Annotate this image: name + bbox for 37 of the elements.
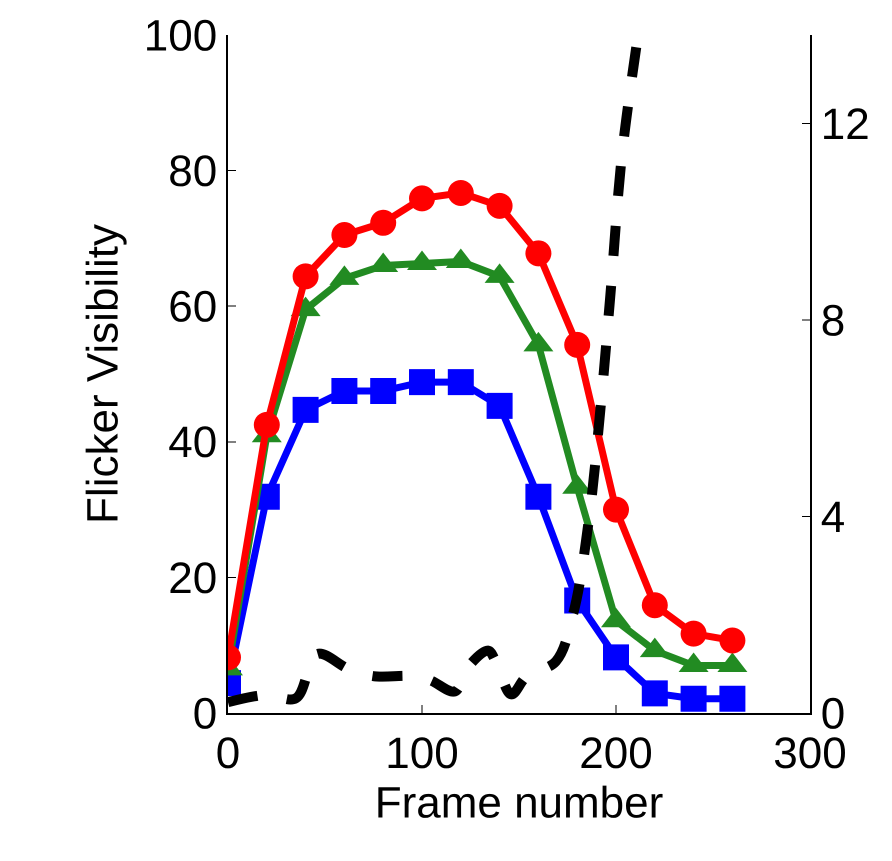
y-tick-label: 40 <box>168 418 218 468</box>
point <box>292 263 319 290</box>
point <box>331 222 358 248</box>
point <box>719 627 746 654</box>
point <box>525 484 552 510</box>
point <box>370 210 396 236</box>
y-axis-title: Flicker Visibility <box>78 224 128 524</box>
point <box>486 192 513 219</box>
point <box>486 392 513 419</box>
point <box>642 592 668 618</box>
point <box>292 396 319 423</box>
point <box>331 378 358 404</box>
point <box>409 369 435 396</box>
point <box>448 369 474 396</box>
y-tick-label: 0 <box>192 689 218 738</box>
y-tick-label: 100 <box>144 11 218 60</box>
point <box>254 412 280 438</box>
point <box>409 185 435 212</box>
point <box>525 240 552 266</box>
y-tick-label: 60 <box>168 282 218 332</box>
point <box>603 644 629 670</box>
point <box>448 180 474 206</box>
point <box>680 620 707 647</box>
x-axis-title: Frame number <box>374 778 664 828</box>
point <box>719 686 746 712</box>
point <box>642 680 668 706</box>
y2-tick-label: 4 <box>820 492 846 542</box>
y2-tick-label: 12 <box>820 100 870 149</box>
point <box>680 686 707 712</box>
x-tick-label: 200 <box>579 728 653 778</box>
y-tick-label: 80 <box>168 147 218 196</box>
y2-tick-label: 8 <box>820 296 846 346</box>
point <box>370 378 396 404</box>
point <box>603 496 629 523</box>
x-tick-label: 100 <box>385 728 459 778</box>
point <box>564 332 590 358</box>
y-tick-label: 20 <box>168 554 218 603</box>
